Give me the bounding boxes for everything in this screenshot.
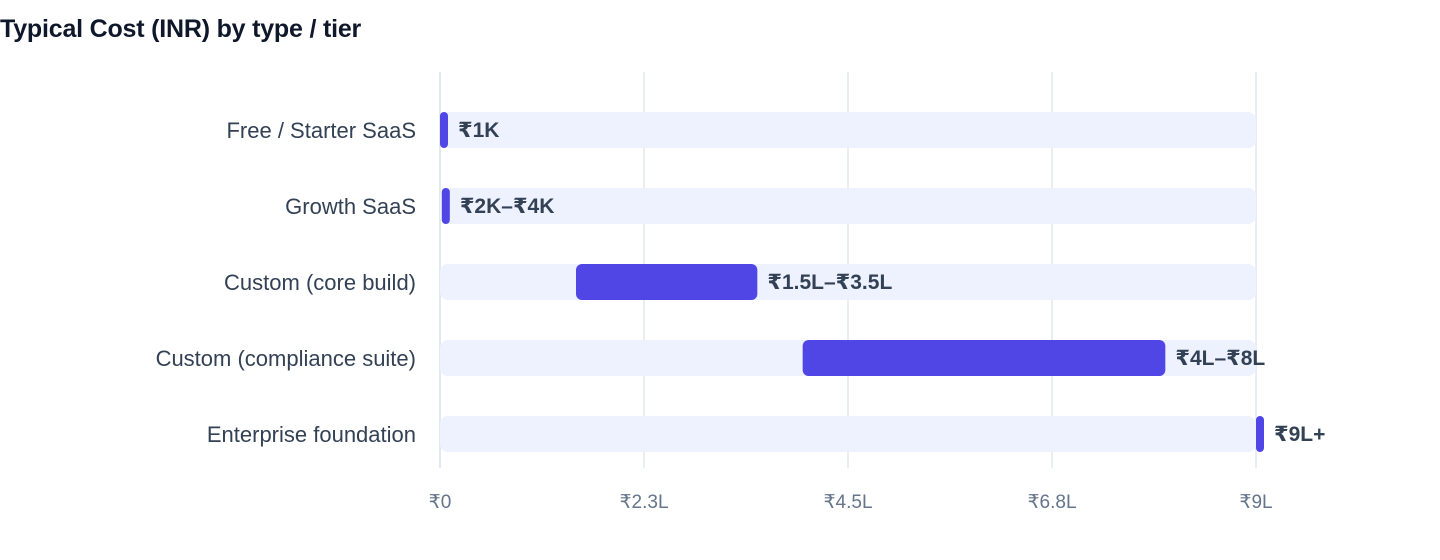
value-label: ₹1.5L–₹3.5L <box>767 271 892 294</box>
value-label: ₹4L–₹8L <box>1175 347 1265 370</box>
range-bar <box>802 340 1166 376</box>
range-bar <box>441 188 450 224</box>
range-bar <box>1256 416 1264 452</box>
bar-track <box>440 416 1256 452</box>
range-bar <box>576 264 758 300</box>
category-label: Custom (compliance suite) <box>156 346 416 371</box>
category-label: Enterprise foundation <box>207 422 416 447</box>
category-label: Free / Starter SaaS <box>226 118 416 143</box>
labels: ₹0 ₹2.3L ₹4.5L ₹6.8L ₹9L ₹1K Free / Starter Sa… <box>156 118 1326 513</box>
x-tick-label: ₹2.3L <box>619 492 668 513</box>
category-label: Growth SaaS <box>285 194 416 219</box>
category-label: Custom (core build) <box>224 270 416 295</box>
value-label: ₹9L+ <box>1274 423 1325 446</box>
value-label: ₹1K <box>458 119 499 142</box>
x-tick-label: ₹4.5L <box>823 492 872 513</box>
x-tick-label: ₹0 <box>429 492 452 513</box>
x-tick-label: ₹6.8L <box>1027 492 1076 513</box>
value-label: ₹2K–₹4K <box>460 195 555 218</box>
range-bars <box>440 112 1264 452</box>
x-tick-label: ₹9L <box>1239 492 1272 513</box>
range-bar <box>440 112 448 148</box>
bar-track <box>440 112 1256 148</box>
chart-title: Typical Cost (INR) by type / tier <box>0 15 362 43</box>
bar-track <box>440 188 1256 224</box>
